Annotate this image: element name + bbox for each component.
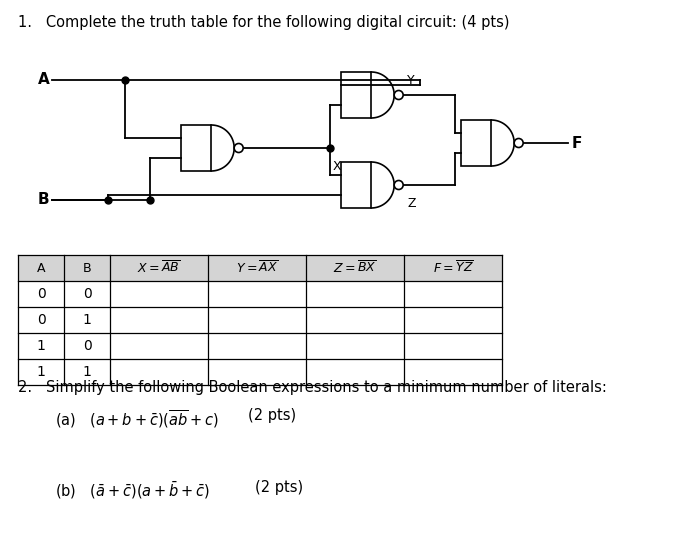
Text: (a)   $(a+b+\bar{c})(\overline{ab}+c)$: (a) $(a+b+\bar{c})(\overline{ab}+c)$ [55, 408, 219, 430]
Text: 1: 1 [83, 365, 92, 379]
Text: 2.   Simplify the following Boolean expressions to a minimum number of literals:: 2. Simplify the following Boolean expres… [18, 380, 607, 395]
Bar [461, 120, 491, 166]
Bar [181, 125, 211, 171]
Text: 0: 0 [83, 339, 92, 353]
Text: (2 pts): (2 pts) [255, 480, 303, 495]
Text: $Y=\overline{AX}$: $Y=\overline{AX}$ [236, 260, 278, 276]
Text: X: X [333, 160, 342, 173]
Text: 0: 0 [36, 287, 46, 301]
Circle shape [234, 143, 243, 153]
Text: (2 pts): (2 pts) [248, 408, 296, 423]
Text: Z: Z [407, 197, 416, 210]
Text: 1: 1 [36, 339, 46, 353]
Text: Y: Y [407, 74, 415, 87]
Bar [341, 162, 371, 208]
Text: A: A [36, 262, 46, 275]
Text: (b)   $(\bar{a}+\bar{c})(a+\bar{b}+\bar{c})$: (b) $(\bar{a}+\bar{c})(a+\bar{b}+\bar{c}… [55, 480, 210, 501]
Text: 1: 1 [83, 313, 92, 327]
Text: 0: 0 [36, 313, 46, 327]
Bar [18, 255, 502, 281]
Text: $X=\overline{AB}$: $X=\overline{AB}$ [137, 260, 181, 276]
Text: 1.   Complete the truth table for the following digital circuit: (4 pts): 1. Complete the truth table for the foll… [18, 15, 510, 30]
Text: $Z=\overline{BX}$: $Z=\overline{BX}$ [333, 260, 377, 276]
Text: B: B [38, 193, 50, 207]
Circle shape [394, 180, 403, 190]
Circle shape [514, 138, 523, 148]
Text: 1: 1 [36, 365, 46, 379]
Text: A: A [38, 73, 50, 87]
Text: $F=\overline{YZ}$: $F=\overline{YZ}$ [433, 260, 473, 276]
Circle shape [394, 91, 403, 99]
Text: F: F [571, 136, 582, 150]
Text: 0: 0 [83, 287, 92, 301]
Text: B: B [83, 262, 91, 275]
Bar [341, 72, 371, 118]
